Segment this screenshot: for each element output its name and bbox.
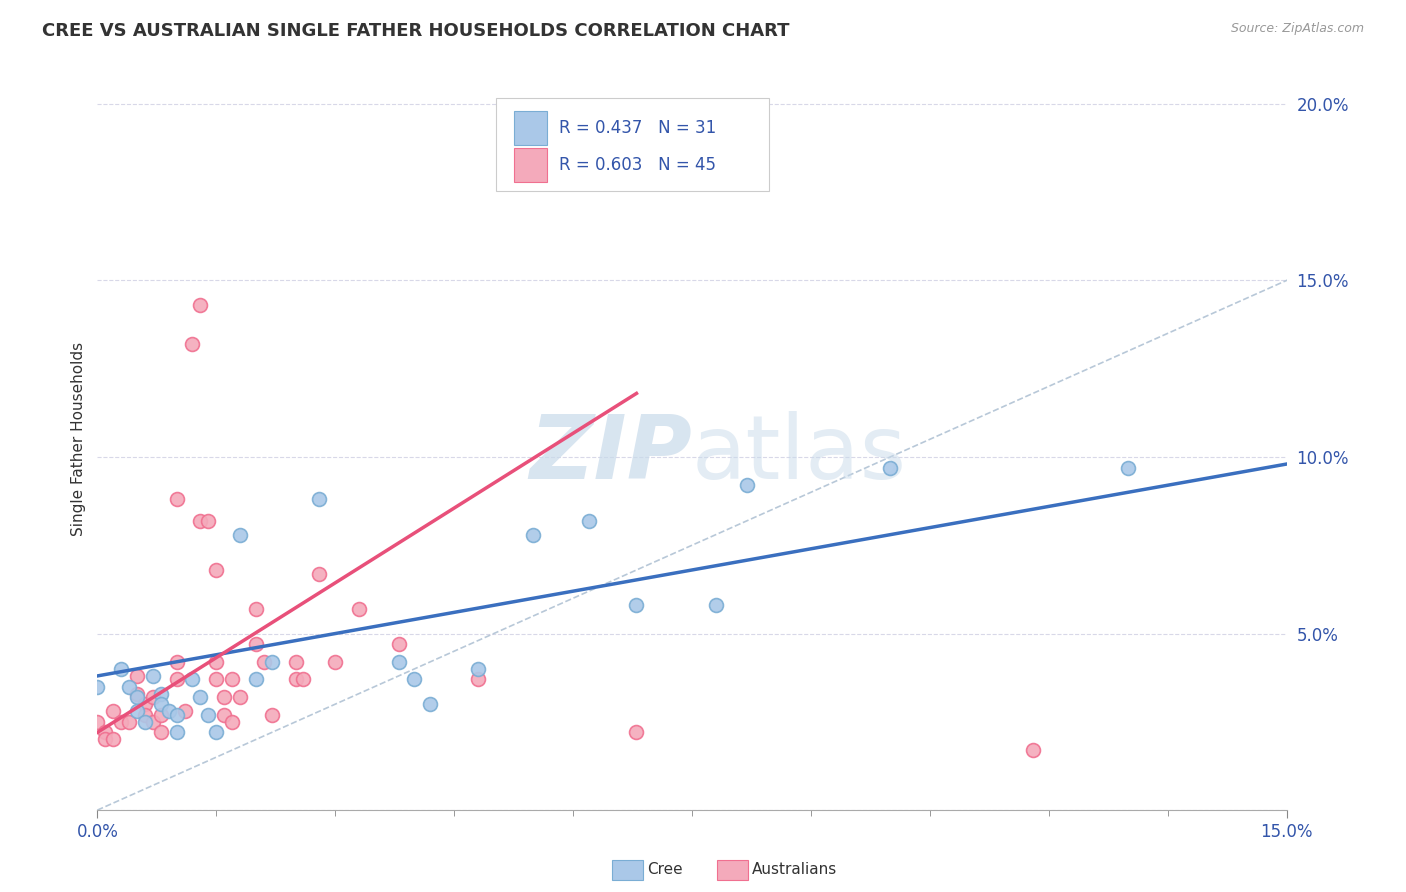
Point bbox=[86, 680, 108, 694]
Text: Source: ZipAtlas.com: Source: ZipAtlas.com bbox=[1230, 22, 1364, 36]
Point bbox=[879, 460, 901, 475]
Text: CREE VS AUSTRALIAN SINGLE FATHER HOUSEHOLDS CORRELATION CHART: CREE VS AUSTRALIAN SINGLE FATHER HOUSEHO… bbox=[42, 22, 790, 40]
Point bbox=[308, 492, 330, 507]
Point bbox=[103, 732, 125, 747]
Point bbox=[118, 714, 141, 729]
Text: atlas: atlas bbox=[692, 410, 907, 498]
Point bbox=[181, 673, 204, 687]
Point bbox=[86, 714, 108, 729]
Point bbox=[110, 662, 132, 676]
Point bbox=[284, 655, 307, 669]
Point bbox=[142, 690, 165, 705]
Point bbox=[118, 680, 141, 694]
Point bbox=[134, 714, 156, 729]
Point bbox=[166, 655, 188, 669]
Point bbox=[173, 704, 195, 718]
Point bbox=[190, 514, 212, 528]
Point bbox=[626, 599, 648, 613]
Point bbox=[205, 673, 228, 687]
Point bbox=[190, 690, 212, 705]
Point bbox=[166, 673, 188, 687]
Point bbox=[205, 725, 228, 739]
Point bbox=[308, 566, 330, 581]
FancyBboxPatch shape bbox=[513, 112, 547, 145]
Point bbox=[125, 704, 148, 718]
Point bbox=[166, 725, 188, 739]
Point bbox=[260, 655, 283, 669]
Point bbox=[212, 690, 235, 705]
Point bbox=[190, 298, 212, 312]
Point bbox=[149, 707, 172, 722]
Point bbox=[229, 527, 252, 541]
Point bbox=[212, 707, 235, 722]
Point bbox=[1116, 460, 1139, 475]
Point bbox=[166, 492, 188, 507]
Point bbox=[205, 563, 228, 577]
Point bbox=[704, 599, 727, 613]
Point bbox=[284, 673, 307, 687]
Point bbox=[197, 707, 219, 722]
Point bbox=[157, 704, 180, 718]
Point bbox=[245, 673, 267, 687]
Point bbox=[197, 514, 219, 528]
Point bbox=[323, 655, 346, 669]
Point bbox=[467, 673, 489, 687]
Point bbox=[221, 714, 243, 729]
Text: R = 0.603   N = 45: R = 0.603 N = 45 bbox=[558, 156, 716, 174]
Point bbox=[181, 337, 204, 351]
Point bbox=[404, 673, 426, 687]
Text: Cree: Cree bbox=[647, 863, 682, 877]
Point bbox=[205, 655, 228, 669]
Point bbox=[245, 602, 267, 616]
Point bbox=[388, 655, 411, 669]
Point bbox=[626, 725, 648, 739]
Point bbox=[110, 714, 132, 729]
Point bbox=[260, 707, 283, 722]
Point bbox=[149, 687, 172, 701]
Point bbox=[522, 527, 544, 541]
Text: ZIP: ZIP bbox=[529, 410, 692, 498]
Point bbox=[1022, 743, 1045, 757]
Point bbox=[166, 707, 188, 722]
Point bbox=[142, 714, 165, 729]
Point bbox=[221, 673, 243, 687]
Point bbox=[347, 602, 370, 616]
Point bbox=[419, 697, 441, 711]
Point bbox=[125, 690, 148, 705]
Text: Australians: Australians bbox=[752, 863, 838, 877]
Y-axis label: Single Father Households: Single Father Households bbox=[72, 343, 86, 536]
Point bbox=[94, 725, 117, 739]
Point bbox=[125, 669, 148, 683]
Point bbox=[142, 669, 165, 683]
FancyBboxPatch shape bbox=[513, 148, 547, 182]
FancyBboxPatch shape bbox=[496, 98, 769, 191]
Point bbox=[94, 732, 117, 747]
Point bbox=[149, 725, 172, 739]
Point bbox=[245, 637, 267, 651]
Point bbox=[578, 514, 600, 528]
Point bbox=[253, 655, 276, 669]
Point bbox=[134, 697, 156, 711]
Text: R = 0.437   N = 31: R = 0.437 N = 31 bbox=[558, 119, 716, 136]
Point bbox=[292, 673, 315, 687]
Point bbox=[125, 687, 148, 701]
Point bbox=[134, 707, 156, 722]
Point bbox=[103, 704, 125, 718]
Point bbox=[388, 637, 411, 651]
Point bbox=[229, 690, 252, 705]
Point bbox=[149, 697, 172, 711]
Point bbox=[737, 478, 759, 492]
Point bbox=[467, 662, 489, 676]
